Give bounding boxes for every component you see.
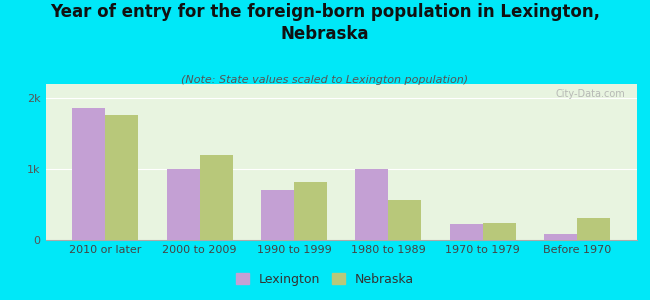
Bar — [483, 223, 516, 240]
Text: Year of entry for the foreign-born population in Lexington,
Nebraska: Year of entry for the foreign-born popul… — [50, 3, 600, 43]
Bar — [577, 218, 610, 240]
Bar — [450, 224, 483, 240]
Bar — [166, 169, 200, 240]
Bar — [356, 169, 389, 240]
Bar — [261, 190, 294, 240]
Bar — [105, 115, 138, 240]
Text: City-Data.com: City-Data.com — [555, 89, 625, 99]
Legend: Lexington, Nebraska: Lexington, Nebraska — [231, 268, 419, 291]
Bar — [544, 234, 577, 240]
Bar — [389, 200, 421, 240]
Bar — [200, 155, 233, 240]
Bar — [72, 108, 105, 240]
Bar — [294, 182, 327, 240]
Text: (Note: State values scaled to Lexington population): (Note: State values scaled to Lexington … — [181, 75, 469, 85]
